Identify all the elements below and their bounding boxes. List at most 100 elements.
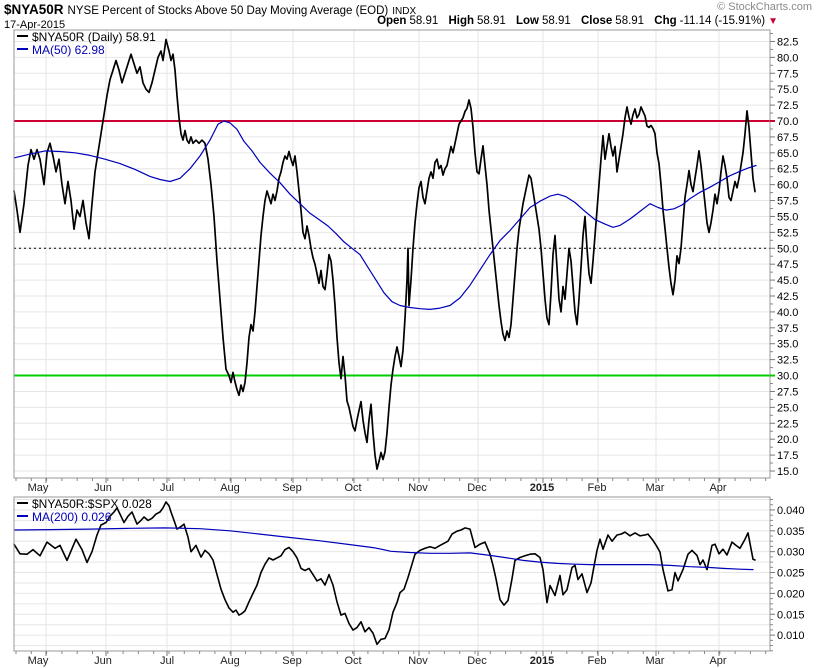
y-tick-label: 47.5 xyxy=(777,259,798,271)
y-tick-label: 20.0 xyxy=(777,434,798,446)
y-tick-label: 52.5 xyxy=(777,227,798,239)
y-tick-label: 40.0 xyxy=(777,307,798,319)
x-tick-label: Aug xyxy=(220,482,240,494)
price-chart: 15.0 17.5 20.0 22.5 25.0 27.5 30.0 32.5 35.0 37.5… xyxy=(13,29,798,494)
ratio-line xyxy=(13,501,756,646)
y-tick-label: 45.0 xyxy=(777,275,798,287)
x-tick-label: Mar xyxy=(646,482,665,494)
y-tick-label: 77.5 xyxy=(777,68,798,80)
price-line xyxy=(13,38,756,470)
high-label: High xyxy=(448,15,474,27)
x-tick-label: Sep xyxy=(282,482,302,494)
price-line-swatch xyxy=(17,34,28,37)
x-tick-label: May xyxy=(28,655,49,667)
x-tick-label: Dec xyxy=(467,482,487,494)
low-label: Low xyxy=(515,15,539,27)
chg-label: Chg xyxy=(654,15,677,27)
y-axis: 15.0 17.5 20.0 22.5 25.0 27.5 30.0 32.5 35.0 37.5… xyxy=(770,33,798,478)
y-tick-label: 0.030 xyxy=(777,547,805,559)
y-tick-label: 0.035 xyxy=(777,526,805,538)
y-tick-label: 27.5 xyxy=(777,386,798,398)
x-tick-label: Feb xyxy=(588,655,607,667)
legend-label: $NYA50R (Daily) 58.91 xyxy=(32,30,156,44)
y-tick-label: 32.5 xyxy=(777,355,798,367)
x-tick-label: 2015 xyxy=(530,655,554,667)
x-tick-label: May xyxy=(28,482,49,494)
x-axis: May Jun Jul Aug Sep Oct Nov Dec 2015 Feb Mar Apr xyxy=(15,651,767,667)
y-tick-label: 35.0 xyxy=(777,339,798,351)
legend-item: $NYA50R (Daily) 58.91 xyxy=(17,31,156,44)
y-tick-label: 62.5 xyxy=(777,164,798,176)
chart-date: 17-Apr-2015 xyxy=(4,19,66,31)
y-tick-label: 22.5 xyxy=(777,418,798,430)
symbol-label: $NYA50R xyxy=(4,2,64,17)
legend-label: MA(200) 0.026 xyxy=(32,510,112,524)
ma50-line-swatch xyxy=(17,47,28,50)
legend-item: $NYA50R:$SPX 0.028 xyxy=(17,498,152,511)
x-tick-label: 2015 xyxy=(530,482,554,494)
y-tick-label: 70.0 xyxy=(777,116,798,128)
price-chart-legend: $NYA50R (Daily) 58.91 MA(50) 62.98 xyxy=(17,31,156,57)
y-tick-label: 65.0 xyxy=(777,148,798,160)
open-value: 58.91 xyxy=(409,15,439,27)
x-tick-label: Jun xyxy=(94,655,112,667)
x-tick-label: Dec xyxy=(467,655,487,667)
gridlines xyxy=(14,30,770,478)
legend-label: MA(50) 62.98 xyxy=(32,43,105,57)
x-tick-label: Feb xyxy=(588,482,607,494)
x-tick-label: Sep xyxy=(282,655,302,667)
y-tick-label: 57.5 xyxy=(777,196,798,208)
high-value: 58.91 xyxy=(477,15,506,27)
low-value: 58.91 xyxy=(541,15,571,27)
x-tick-label: Oct xyxy=(344,482,361,494)
y-axis: 0.010 0.015 0.020 0.025 0.030 0.035 0.040 xyxy=(770,499,805,652)
x-axis: May Jun Jul Aug Sep Oct Nov Dec 2015 Feb Mar Apr xyxy=(15,478,767,494)
ratio-chart: 0.010 0.015 0.020 0.025 0.030 0.035 0.040 May Ju… xyxy=(13,496,805,667)
gridlines xyxy=(14,497,770,651)
x-tick-label: Nov xyxy=(408,655,428,667)
x-tick-label: Jun xyxy=(94,482,112,494)
chg-value: -11.14 (-15.91%) xyxy=(679,15,766,27)
x-tick-label: Oct xyxy=(344,655,361,667)
y-tick-label: 15.0 xyxy=(777,466,798,478)
y-tick-label: 30.0 xyxy=(777,371,798,383)
x-tick-label: Apr xyxy=(709,655,726,667)
y-tick-label: 82.5 xyxy=(777,36,798,48)
quote-summary: Open 58.91 High 58.91 Low 58.91 Close 58.91 … xyxy=(370,15,778,27)
y-tick-label: 25.0 xyxy=(777,402,798,414)
x-tick-label: Mar xyxy=(646,655,665,667)
copyright-label: © StockCharts.com xyxy=(717,1,812,13)
close-label: Close xyxy=(580,15,613,27)
ratio-line-swatch xyxy=(17,501,28,504)
exchange-label: INDX xyxy=(392,6,417,17)
close-value: 58.91 xyxy=(615,15,645,27)
y-tick-label: 0.010 xyxy=(777,630,805,642)
plot-frame xyxy=(13,29,771,479)
plot-frame xyxy=(13,496,771,652)
y-tick-label: 60.0 xyxy=(777,180,798,192)
header-row-1: © StockCharts.com $NYA50R NYSE Percent of… xyxy=(0,1,820,19)
y-tick-label: 37.5 xyxy=(777,323,798,335)
x-tick-label: Apr xyxy=(709,482,726,494)
ma200-line xyxy=(13,527,754,571)
ratio-chart-legend: $NYA50R:$SPX 0.028 MA(200) 0.026 xyxy=(17,498,152,524)
y-tick-label: 0.040 xyxy=(777,505,805,517)
x-tick-label: Aug xyxy=(220,655,240,667)
ma50-line xyxy=(13,120,757,310)
y-tick-label: 42.5 xyxy=(777,291,798,303)
y-tick-label: 0.020 xyxy=(777,588,805,600)
y-tick-label: 0.025 xyxy=(777,568,805,580)
x-tick-label: Nov xyxy=(408,482,428,494)
open-label: Open xyxy=(377,15,407,27)
chart-title: NYSE Percent of Stocks Above 50 Day Movi… xyxy=(67,5,389,17)
header-row-2: Open 58.91 High 58.91 Low 58.91 Close 58.91 … xyxy=(0,15,820,33)
y-tick-label: 80.0 xyxy=(777,52,798,64)
y-tick-label: 17.5 xyxy=(777,450,798,462)
y-tick-label: 67.5 xyxy=(777,132,798,144)
legend-item: MA(50) 62.98 xyxy=(17,44,156,57)
y-tick-label: 50.0 xyxy=(777,243,798,255)
change-down-triangle-icon: ▼ xyxy=(768,16,778,27)
x-tick-label: Jul xyxy=(160,655,174,667)
